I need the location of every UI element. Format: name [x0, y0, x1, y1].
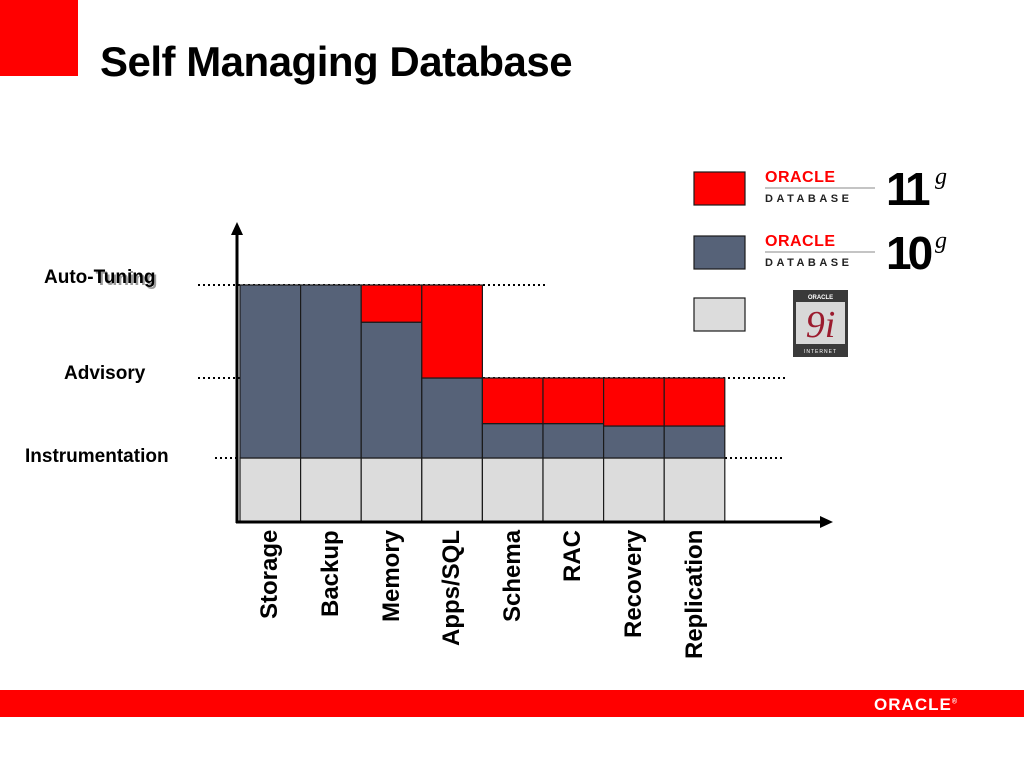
bar-segment-1-memory: [360, 321, 423, 459]
y-axis-arrow-icon: [231, 222, 243, 235]
bar-segment-1-schema: [481, 423, 544, 459]
legend-item-10g: ORACLE DATABASE 10 g: [693, 227, 947, 279]
bar-segment-0-backup: [300, 457, 362, 523]
bar-segment-1-backup: [300, 284, 362, 459]
legend-swatch: [693, 297, 746, 332]
legend-item-11g: ORACLE DATABASE 11 g: [693, 163, 947, 215]
oracle-9i-version-text: 9i: [806, 304, 836, 346]
y-level-advisory: Advisory: [64, 363, 146, 384]
y-level-auto-tuning: Auto-Tuning: [44, 267, 156, 289]
legend-brand-text: ORACLE: [765, 169, 836, 186]
auto-tuning-suffix: Tuning: [93, 267, 156, 288]
legend-product-text: DATABASE: [765, 193, 852, 205]
category-label-backup: Backup: [316, 530, 344, 617]
bar-segment-2-rac: [542, 377, 605, 425]
bar-segment-0-storage: [239, 457, 302, 523]
bar-segment-0-replication: [663, 457, 726, 523]
category-label-schema: Schema: [498, 529, 526, 622]
category-label-storage: Storage: [256, 529, 284, 619]
legend-suffix-text: g: [935, 228, 947, 254]
bar-segment-1-storage: [239, 284, 302, 459]
oracle-9i-product-text: INTERNET: [804, 349, 837, 355]
legend-version-text: 11: [886, 163, 930, 215]
bar-segment-0-memory: [360, 457, 423, 523]
bar-segment-1-appssql: [421, 377, 483, 459]
bar-segment-2-memory: [360, 284, 423, 323]
bar-segment-1-rac: [542, 423, 605, 459]
oracle-9i-logo-panel: [796, 302, 845, 344]
legend-brand-text: ORACLE: [765, 233, 836, 250]
category-label-appssql: Apps/SQL: [438, 529, 466, 646]
bar-segment-0-appssql: [421, 457, 483, 523]
y-level-instrumentation: Instrumentation: [25, 446, 169, 467]
legend-version-text: 10: [886, 227, 932, 279]
legend-swatch: [693, 235, 746, 270]
bar-segment-0-rac: [542, 457, 605, 523]
slide-title: Self Managing Database: [100, 38, 573, 85]
legend-item-9i: ORACLE 9i INTERNET: [693, 290, 848, 357]
category-label-rac: RAC: [559, 530, 587, 582]
bar-segment-0-schema: [481, 457, 544, 523]
category-label-memory: Memory: [377, 529, 405, 622]
legend-suffix-text: g: [935, 164, 947, 190]
bar-segment-0-recovery: [602, 457, 665, 523]
legend-swatch: [693, 171, 746, 206]
bar-segment-1-replication: [663, 425, 726, 459]
oracle-9i-brand-text: ORACLE: [808, 295, 833, 301]
bar-segment-2-replication: [663, 377, 726, 427]
auto-tuning-prefix: Auto-: [44, 267, 94, 288]
x-axis-arrow-icon: [820, 516, 833, 528]
corner-accent-square: [0, 0, 78, 76]
bar-segment-2-appssql: [421, 284, 483, 379]
bar-segment-2-schema: [481, 377, 544, 425]
legend-product-text: DATABASE: [765, 257, 852, 269]
bar-segment-2-recovery: [602, 377, 665, 427]
category-label-replication: Replication: [680, 529, 708, 659]
bar-segment-1-recovery: [602, 425, 665, 459]
footer-oracle-logo: ORACLE®: [874, 695, 958, 714]
category-label-recovery: Recovery: [619, 529, 647, 638]
footer-bar: [0, 690, 1024, 717]
